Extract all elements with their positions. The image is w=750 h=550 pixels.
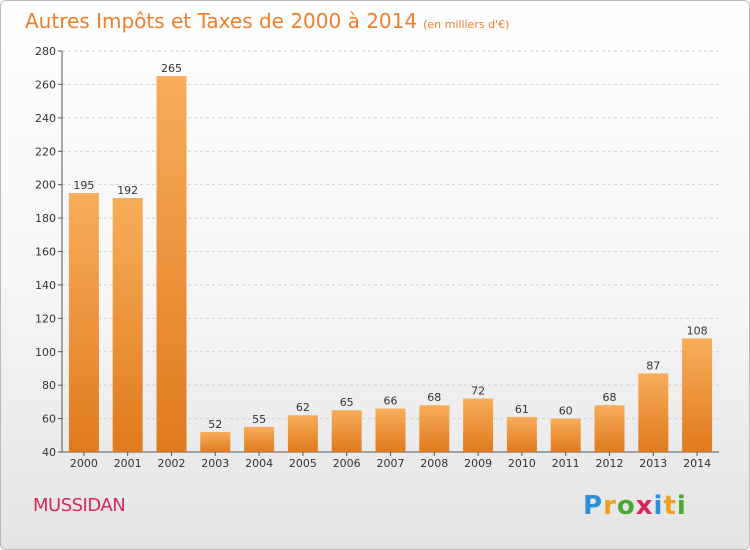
x-tick-label: 2010 bbox=[508, 457, 536, 470]
y-tick-label: 120 bbox=[35, 312, 56, 325]
bar bbox=[550, 418, 581, 452]
data-label: 87 bbox=[646, 359, 660, 372]
bar bbox=[68, 193, 99, 453]
x-tick-label: 2004 bbox=[245, 457, 273, 470]
bar bbox=[331, 410, 362, 452]
y-tick-label: 240 bbox=[35, 112, 56, 125]
data-label: 192 bbox=[117, 184, 138, 197]
y-tick-label: 140 bbox=[35, 279, 56, 292]
y-tick-label: 200 bbox=[35, 179, 56, 192]
data-label: 61 bbox=[515, 403, 529, 416]
proxiti-logo: Proxiti bbox=[583, 491, 687, 521]
bar bbox=[200, 431, 231, 452]
x-tick-label: 2000 bbox=[70, 457, 98, 470]
data-label: 52 bbox=[208, 418, 222, 431]
x-tick-label: 2005 bbox=[289, 457, 317, 470]
y-tick-label: 280 bbox=[35, 45, 56, 58]
data-label: 65 bbox=[340, 396, 354, 409]
logo-letter: P bbox=[583, 491, 604, 521]
logo-letter: r bbox=[603, 491, 617, 521]
bar bbox=[419, 405, 450, 452]
x-tick-label: 2011 bbox=[552, 457, 580, 470]
bar bbox=[463, 398, 494, 452]
data-label: 68 bbox=[603, 391, 617, 404]
logo-letter: i bbox=[653, 491, 664, 521]
data-label: 55 bbox=[252, 413, 266, 426]
y-tick-label: 80 bbox=[42, 379, 56, 392]
bar bbox=[244, 426, 275, 452]
logo-letter: t bbox=[663, 491, 677, 521]
x-tick-label: 2014 bbox=[683, 457, 711, 470]
unit-note: (en milliers d'€) bbox=[423, 18, 510, 31]
y-tick-label: 100 bbox=[35, 346, 56, 359]
bar bbox=[156, 76, 187, 452]
y-tick-label: 180 bbox=[35, 212, 56, 225]
x-tick-label: 2012 bbox=[596, 457, 624, 470]
bar bbox=[375, 408, 406, 452]
bar bbox=[682, 338, 713, 452]
logo-letter: i bbox=[676, 491, 687, 521]
y-tick-label: 40 bbox=[42, 446, 56, 459]
data-label: 195 bbox=[73, 179, 94, 192]
bar bbox=[506, 416, 537, 452]
data-label: 108 bbox=[687, 324, 708, 337]
x-tick-label: 2009 bbox=[464, 457, 492, 470]
data-label: 66 bbox=[384, 395, 398, 408]
chart-title-text: Autres Impôts et Taxes de 2000 à 2014 bbox=[25, 9, 418, 33]
x-tick-label: 2001 bbox=[114, 457, 142, 470]
logo-letter: x bbox=[635, 491, 654, 521]
data-label: 265 bbox=[161, 62, 182, 75]
logo-letter: o bbox=[616, 491, 636, 521]
y-tick-label: 60 bbox=[42, 413, 56, 426]
y-tick-label: 260 bbox=[35, 78, 56, 91]
bar bbox=[594, 405, 625, 452]
x-tick-label: 2003 bbox=[201, 457, 229, 470]
bar bbox=[638, 373, 669, 452]
data-label: 60 bbox=[559, 405, 573, 418]
data-label: 72 bbox=[471, 385, 485, 398]
bar bbox=[287, 415, 318, 452]
chart-title: Autres Impôts et Taxes de 2000 à 2014 (en… bbox=[25, 9, 509, 33]
commune-name: MUSSIDAN bbox=[33, 495, 126, 516]
y-tick-label: 160 bbox=[35, 246, 56, 259]
data-label: 62 bbox=[296, 401, 310, 414]
x-tick-label: 2013 bbox=[639, 457, 667, 470]
data-label: 68 bbox=[427, 391, 441, 404]
x-tick-label: 2006 bbox=[333, 457, 361, 470]
bar bbox=[112, 198, 143, 452]
x-tick-label: 2007 bbox=[377, 457, 405, 470]
y-tick-label: 220 bbox=[35, 145, 56, 158]
x-tick-label: 2008 bbox=[420, 457, 448, 470]
x-tick-label: 2002 bbox=[158, 457, 186, 470]
